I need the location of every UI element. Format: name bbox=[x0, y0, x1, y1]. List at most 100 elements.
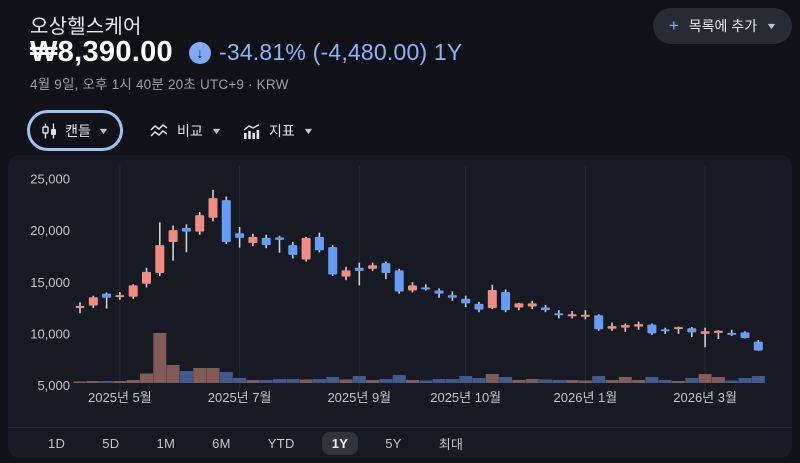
candle[interactable] bbox=[181, 228, 191, 232]
candle[interactable] bbox=[713, 330, 723, 333]
candle[interactable] bbox=[115, 295, 125, 298]
candle[interactable] bbox=[501, 292, 511, 311]
candle[interactable] bbox=[687, 328, 697, 333]
candle[interactable] bbox=[354, 267, 364, 271]
candle[interactable] bbox=[607, 326, 617, 329]
volume-bar bbox=[352, 376, 366, 383]
volume-bar bbox=[658, 380, 672, 383]
range-button-1y[interactable]: 1Y bbox=[321, 431, 359, 455]
candle[interactable] bbox=[461, 298, 471, 304]
candle-chart-type-button[interactable]: 캔들 ▼ bbox=[27, 110, 123, 151]
candle[interactable] bbox=[288, 245, 298, 255]
volume-bar bbox=[711, 377, 725, 383]
y-axis-label: 15,000 bbox=[30, 275, 70, 290]
range-button-최대[interactable]: 최대 bbox=[429, 430, 474, 457]
candle[interactable] bbox=[421, 287, 431, 290]
current-price: ₩8,390.00 bbox=[30, 36, 173, 68]
candle[interactable] bbox=[700, 331, 710, 334]
candle[interactable] bbox=[447, 295, 457, 298]
volume-bar bbox=[552, 380, 566, 383]
candle[interactable] bbox=[341, 270, 351, 277]
add-to-list-button[interactable]: + 목록에 추가 ▼ bbox=[652, 8, 792, 44]
candle[interactable] bbox=[647, 324, 657, 334]
range-button-ytd[interactable]: YTD bbox=[258, 432, 305, 455]
volume-bar bbox=[113, 381, 127, 383]
candle[interactable] bbox=[248, 236, 258, 244]
volume-bar bbox=[605, 380, 619, 383]
volume-bar bbox=[166, 365, 180, 383]
candle[interactable] bbox=[474, 303, 484, 310]
candle[interactable] bbox=[314, 236, 324, 251]
candle[interactable] bbox=[674, 327, 683, 330]
candle[interactable] bbox=[487, 289, 497, 309]
candle[interactable] bbox=[594, 315, 604, 330]
volume-bar bbox=[592, 376, 606, 383]
candle[interactable] bbox=[102, 293, 112, 298]
volume-bar bbox=[432, 379, 446, 383]
candle[interactable] bbox=[195, 215, 205, 232]
candle[interactable] bbox=[275, 237, 284, 240]
candle[interactable] bbox=[554, 313, 564, 316]
candle[interactable] bbox=[620, 325, 630, 328]
volume-bar bbox=[512, 380, 526, 383]
candle[interactable] bbox=[514, 303, 524, 308]
candle[interactable] bbox=[660, 329, 670, 332]
volume-bar bbox=[219, 372, 233, 383]
volume-bar bbox=[206, 368, 220, 383]
range-button-5d[interactable]: 5D bbox=[92, 432, 129, 455]
volume-bar bbox=[273, 379, 286, 383]
compare-button[interactable]: 비교 ▼ bbox=[150, 111, 222, 151]
candle[interactable] bbox=[128, 285, 138, 297]
candle[interactable] bbox=[221, 200, 231, 242]
candle[interactable] bbox=[88, 297, 98, 306]
volume-bar bbox=[406, 380, 419, 383]
volume-bar bbox=[246, 380, 260, 383]
candle[interactable] bbox=[301, 237, 311, 260]
candle[interactable] bbox=[155, 245, 165, 273]
volume-bar bbox=[339, 379, 353, 383]
candle[interactable] bbox=[527, 303, 537, 307]
volume-bar bbox=[299, 379, 313, 383]
time-range-selector: 1D 5D 1M 6M YTD 1Y 5Y 최대 bbox=[8, 427, 792, 458]
candle[interactable] bbox=[434, 290, 444, 294]
candle[interactable] bbox=[634, 324, 644, 327]
candle[interactable] bbox=[208, 198, 218, 218]
volume-bar bbox=[193, 368, 207, 383]
range-button-5y[interactable]: 5Y bbox=[375, 432, 412, 455]
y-axis-label: 20,000 bbox=[30, 223, 70, 238]
candle[interactable] bbox=[142, 271, 151, 284]
candle[interactable] bbox=[168, 230, 178, 242]
candle[interactable] bbox=[541, 307, 550, 311]
candle[interactable] bbox=[394, 270, 404, 292]
candle[interactable] bbox=[75, 305, 85, 308]
volume-bar bbox=[126, 380, 140, 383]
candle[interactable] bbox=[235, 233, 245, 238]
chevron-down-icon: ▼ bbox=[765, 21, 778, 31]
volume-bar bbox=[233, 378, 247, 383]
range-button-6m[interactable]: 6M bbox=[202, 432, 241, 455]
candle[interactable] bbox=[368, 265, 378, 269]
candle[interactable] bbox=[580, 314, 590, 317]
candle[interactable] bbox=[753, 341, 763, 351]
volume-bar bbox=[366, 380, 380, 383]
price-change: -34.81% (-4,480.00) 1Y bbox=[218, 39, 463, 65]
candle[interactable] bbox=[408, 285, 417, 291]
range-button-1d[interactable]: 1D bbox=[38, 432, 75, 455]
candle[interactable] bbox=[328, 247, 338, 275]
volume-bar bbox=[179, 371, 193, 383]
x-axis-label: 2025년 9월 bbox=[327, 390, 391, 405]
range-button-1m[interactable]: 1M bbox=[146, 432, 185, 455]
candle[interactable] bbox=[740, 332, 750, 339]
volume-bar bbox=[485, 374, 499, 383]
indicators-button[interactable]: 지표 ▼ bbox=[243, 111, 315, 151]
compare-button-label: 비교 bbox=[177, 123, 203, 139]
volume-bar bbox=[618, 377, 632, 383]
candle[interactable] bbox=[261, 237, 271, 246]
candle[interactable] bbox=[727, 332, 737, 335]
volume-bar bbox=[100, 381, 114, 383]
candle[interactable] bbox=[567, 314, 577, 317]
candle[interactable] bbox=[381, 263, 391, 273]
volume-bar bbox=[326, 377, 340, 383]
chevron-down-icon: ▼ bbox=[301, 126, 315, 136]
